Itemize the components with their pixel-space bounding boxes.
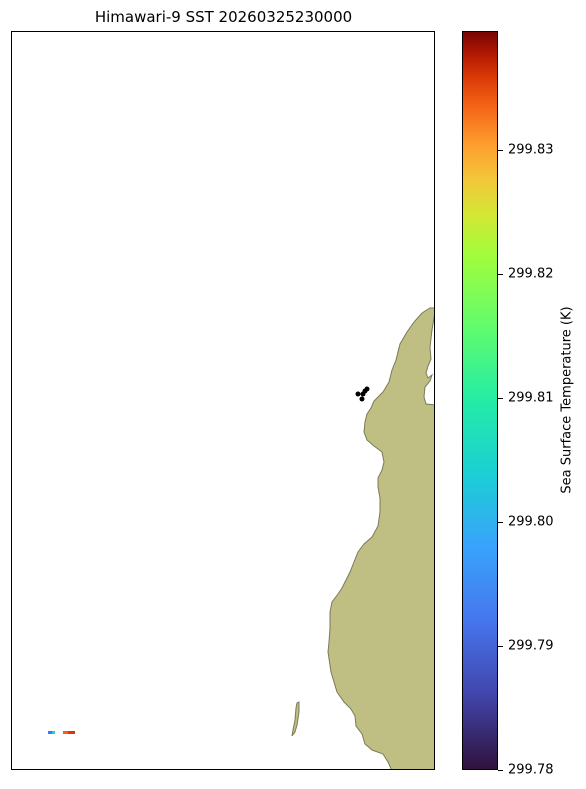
colorbar-tick bbox=[498, 770, 503, 771]
map-panel bbox=[11, 31, 435, 770]
colorbar-tick-label: 299.78 bbox=[508, 762, 554, 778]
colorbar bbox=[462, 31, 498, 770]
small-island bbox=[291, 701, 300, 737]
colorbar-tick-label: 299.81 bbox=[508, 390, 554, 406]
station-marker bbox=[364, 386, 370, 392]
colorbar-tick-label: 299.80 bbox=[508, 514, 554, 530]
colorbar-tick-label: 299.79 bbox=[508, 638, 554, 654]
figure-title: Himawari-9 SST 20260325230000 bbox=[94, 8, 353, 26]
sst-pixel bbox=[63, 731, 68, 734]
colorbar-tick bbox=[498, 274, 503, 276]
colorbar-tick-label: 299.82 bbox=[508, 266, 554, 282]
colorbar-tick-label: 299.83 bbox=[508, 142, 554, 158]
sst-pixel bbox=[48, 731, 52, 734]
colorbar-tick bbox=[498, 646, 503, 647]
sst-pixel bbox=[68, 731, 75, 734]
colorbar-tick bbox=[498, 398, 503, 400]
colorbar-tick bbox=[498, 150, 503, 152]
map-canvas bbox=[48, 307, 434, 769]
colorbar-tick bbox=[498, 522, 503, 523]
sst-pixel bbox=[52, 731, 55, 734]
station-marker bbox=[359, 396, 365, 402]
coastline-landmass bbox=[327, 307, 434, 769]
colorbar-label: Sea Surface Temperature (K) bbox=[559, 306, 575, 494]
station-marker bbox=[355, 391, 361, 397]
